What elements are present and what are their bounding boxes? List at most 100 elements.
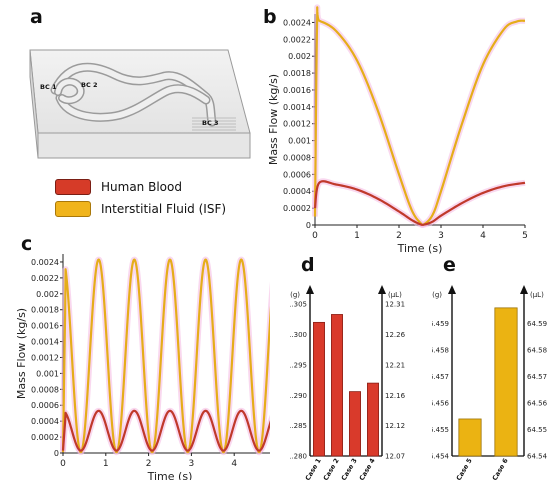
y-tick-label: 0.001 xyxy=(288,137,311,146)
bar-case-5 xyxy=(458,418,482,457)
panel-label-d: d xyxy=(301,254,315,276)
y-tick-label: 0 xyxy=(54,449,59,458)
left-unit-label: (g) xyxy=(432,291,442,299)
left-tick-label: 6.456 xyxy=(432,400,450,408)
series-line-isf xyxy=(313,6,526,226)
bar-case-4 xyxy=(367,382,379,457)
series-line-blood xyxy=(313,180,526,226)
y-tick-label: 0.002 xyxy=(288,52,311,61)
left-axis-arrow-icon xyxy=(306,285,314,294)
left-unit-label: (g) xyxy=(290,291,300,299)
x-tick-label: 0 xyxy=(312,231,318,241)
y-tick-label: 0.0016 xyxy=(283,86,311,95)
y-tick-label: 0.0024 xyxy=(31,258,59,267)
x-tick-label: 0 xyxy=(60,459,66,469)
chart-c-mass-flow: 01234500.00020.00040.00060.00080.0010.00… xyxy=(15,254,270,480)
right-tick-label: 12.311 xyxy=(385,301,405,309)
left-tick-label: 1.300 xyxy=(290,331,307,339)
x-tick-label: 2 xyxy=(146,459,152,469)
left-tick-label: 1.290 xyxy=(290,392,307,400)
y-tick-label: 0.0008 xyxy=(283,153,311,162)
chart-d-bar: (g) (μL) 1.280 12.075 1.285 12.122 1.290 12.169… xyxy=(290,285,405,482)
category-label: Case 3 xyxy=(340,457,359,482)
y-tick-label: 0 xyxy=(306,221,311,230)
category-label: Case 2 xyxy=(322,457,341,482)
left-tick-label: 6.455 xyxy=(432,426,449,434)
left-tick-label: 1.280 xyxy=(290,453,307,461)
legend-swatch-blood xyxy=(55,179,91,195)
y-tick-label: 0.0008 xyxy=(31,385,59,394)
legend: Human Blood Interstitial Fluid (ISF) xyxy=(55,176,226,220)
y-tick-label: 0.0012 xyxy=(283,120,311,129)
microchannel-geometry: BC 1 BC 2 BC 3 xyxy=(29,49,251,159)
y-tick-label: 0.0004 xyxy=(31,417,59,426)
x-tick-label: 4 xyxy=(231,459,237,469)
y-tick-label: 0.0022 xyxy=(283,35,311,44)
category-label: Case 4 xyxy=(358,457,377,482)
series-line-isf xyxy=(61,258,270,454)
x-tick-label: 3 xyxy=(189,459,195,469)
x-tick-label: 5 xyxy=(522,231,528,241)
x-axis-label: Time (s) xyxy=(147,470,193,480)
legend-item-isf: Interstitial Fluid (ISF) xyxy=(55,198,226,220)
right-unit-label: (μL) xyxy=(388,291,402,299)
y-tick-label: 0.002 xyxy=(36,290,59,299)
right-tick-label: 64.555 xyxy=(527,426,547,434)
y-tick-label: 0.0022 xyxy=(31,274,59,283)
panel-label-b: b xyxy=(263,6,277,28)
legend-item-blood: Human Blood xyxy=(55,176,226,198)
right-tick-label: 64.545 xyxy=(527,453,547,461)
category-label: Case 5 xyxy=(455,457,474,482)
y-tick-label: 0.0002 xyxy=(283,204,311,213)
y-tick-label: 0.0006 xyxy=(31,401,59,410)
bar-case-1 xyxy=(313,321,325,457)
right-tick-label: 12.217 xyxy=(385,361,405,369)
right-tick-label: 12.075 xyxy=(385,453,405,461)
y-tick-label: 0.0016 xyxy=(31,322,59,331)
bar-case-3 xyxy=(349,391,361,457)
left-axis-arrow-icon xyxy=(448,285,456,294)
x-tick-label: 3 xyxy=(438,231,444,241)
right-tick-label: 64.575 xyxy=(527,373,547,381)
y-tick-label: 0.001 xyxy=(36,369,59,378)
right-tick-label: 64.565 xyxy=(527,400,547,408)
legend-swatch-isf xyxy=(55,201,91,217)
right-tick-label: 64.585 xyxy=(527,347,547,355)
bc3-label: BC 3 xyxy=(202,119,219,127)
category-label: Case 6 xyxy=(491,457,510,482)
panel-label-a: a xyxy=(30,6,43,28)
legend-label-isf: Interstitial Fluid (ISF) xyxy=(101,202,227,216)
right-tick-label: 12.264 xyxy=(385,331,405,339)
x-tick-label: 1 xyxy=(103,459,109,469)
y-tick-label: 0.0018 xyxy=(283,69,311,78)
left-tick-label: 1.295 xyxy=(290,361,307,369)
right-tick-label: 12.169 xyxy=(385,392,405,400)
legend-label-blood: Human Blood xyxy=(101,180,182,194)
y-tick-label: 0.0024 xyxy=(283,18,311,27)
left-tick-label: 1.285 xyxy=(290,422,307,430)
x-tick-label: 2 xyxy=(396,231,402,241)
y-tick-label: 0.0004 xyxy=(283,187,311,196)
right-axis-arrow-icon xyxy=(378,285,386,294)
left-tick-label: 6.458 xyxy=(432,347,449,355)
bar-case-6 xyxy=(494,307,518,457)
y-tick-label: 0.0002 xyxy=(31,433,59,442)
y-tick-label: 0.0018 xyxy=(31,306,59,315)
y-axis-label: Mass Flow (kg/s) xyxy=(267,74,280,165)
y-tick-label: 0.0006 xyxy=(283,170,311,179)
y-axis-label: Mass Flow (kg/s) xyxy=(15,308,28,399)
left-tick-label: 6.459 xyxy=(432,320,449,328)
x-tick-label: 1 xyxy=(354,231,360,241)
panel-label-c: c xyxy=(21,233,33,255)
y-tick-label: 0.0012 xyxy=(31,353,59,362)
series-line-blood xyxy=(61,409,270,452)
x-tick-label: 4 xyxy=(480,231,486,241)
chart-e-bar: (g) (μL) 6.454 64.545 6.455 64.555 6.456 64.565… xyxy=(432,285,547,482)
bc2-label: BC 2 xyxy=(81,81,98,89)
left-tick-label: 6.457 xyxy=(432,373,449,381)
right-tick-label: 12.122 xyxy=(385,422,405,430)
panel-label-e: e xyxy=(443,254,456,276)
left-tick-label: 6.454 xyxy=(432,453,450,461)
bar-case-2 xyxy=(331,314,343,457)
y-tick-label: 0.0014 xyxy=(31,338,59,347)
